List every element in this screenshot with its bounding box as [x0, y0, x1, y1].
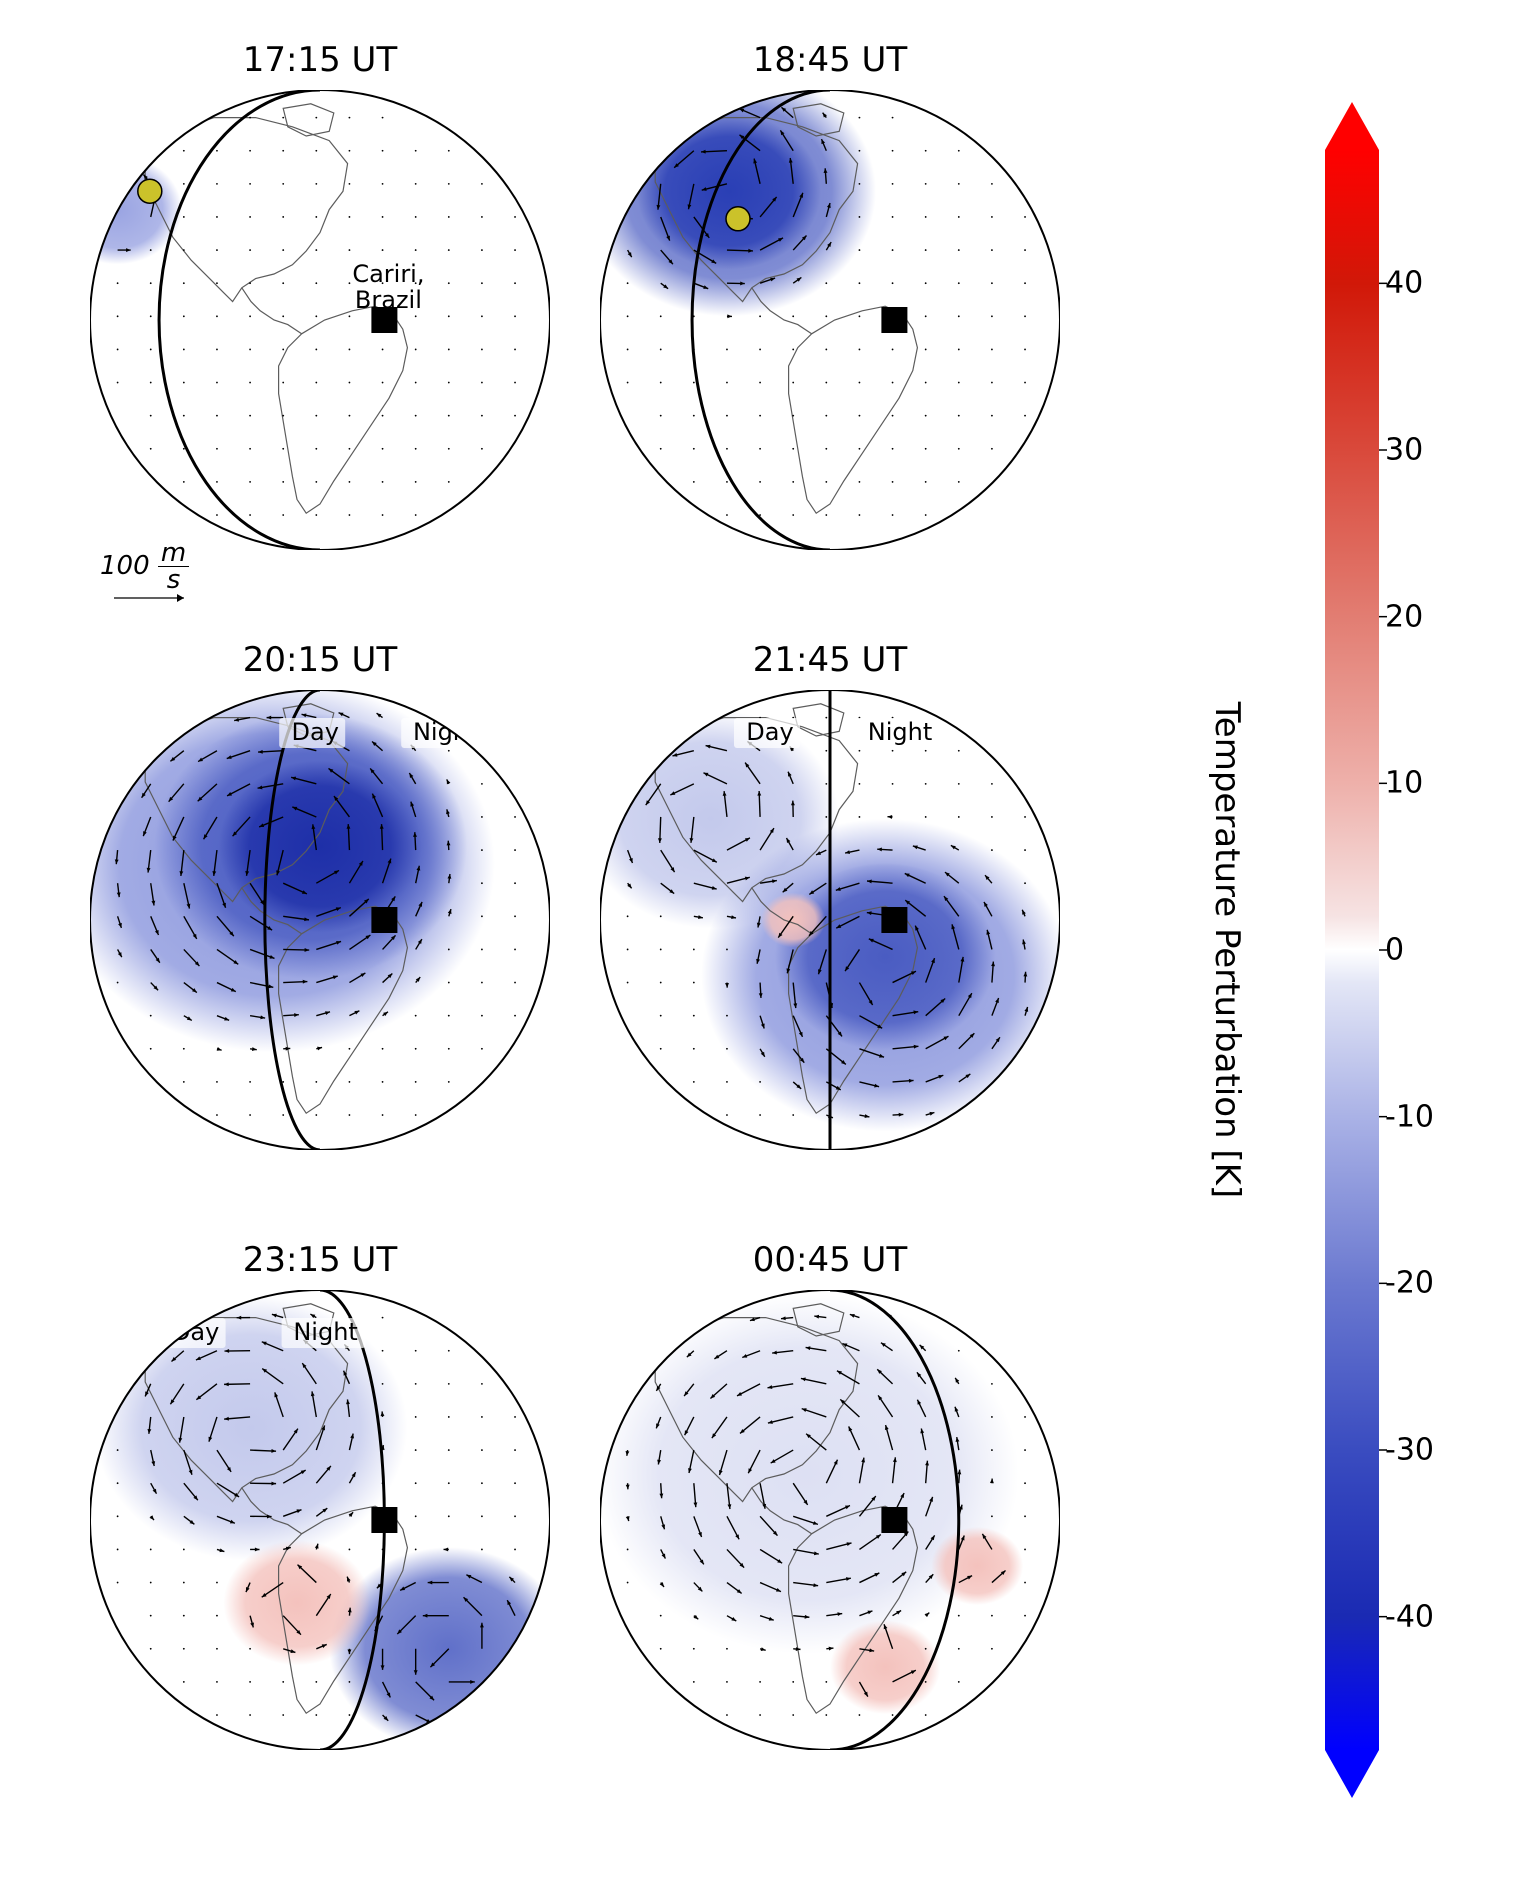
night-label: Night	[293, 1318, 357, 1346]
colorbar-tick: 0	[1385, 933, 1404, 968]
globe-svg: Day Night	[90, 690, 550, 1150]
colorbar: Temperature Perturbation [K] -40-30-20-1…	[1325, 100, 1435, 1800]
globe-svg: Day Night	[600, 690, 1060, 1150]
colorbar-title: Temperature Perturbation [K]	[1207, 702, 1247, 1198]
colorbar-tick: 30	[1385, 433, 1423, 468]
panel-title: 20:15 UT	[80, 640, 560, 680]
cariri-label: Cariri,	[352, 260, 424, 288]
scale-arrow	[110, 588, 230, 608]
colorbar-tick: -30	[1385, 1433, 1434, 1468]
event-dot	[726, 207, 750, 231]
globe-svg	[600, 90, 1060, 550]
night-label: Night	[868, 718, 932, 746]
cariri-label: Brazil	[355, 286, 422, 314]
colorbar-tick: -10	[1385, 1099, 1434, 1134]
scale-arrow-label: 100 ms	[100, 540, 189, 593]
cariri-marker	[881, 1507, 907, 1533]
colorbar-svg	[1325, 100, 1435, 1800]
colorbar-tick: -40	[1385, 1599, 1434, 1634]
colorbar-tick: 20	[1385, 599, 1423, 634]
colorbar-tip-bot	[1325, 1750, 1379, 1798]
day-label: Day	[172, 1318, 219, 1346]
cariri-marker	[881, 907, 907, 933]
colorbar-tick: 10	[1385, 766, 1423, 801]
panel-title: 00:45 UT	[590, 1240, 1070, 1280]
day-label: Day	[746, 718, 793, 746]
colorbar-rect	[1325, 150, 1379, 1750]
cariri-marker	[371, 1507, 397, 1533]
panel-title: 23:15 UT	[80, 1240, 560, 1280]
globe-panel-p5: 23:15 UT Day Night	[80, 1240, 560, 1800]
night-label: Night	[413, 718, 477, 746]
panel-title: 21:45 UT	[590, 640, 1070, 680]
globe-svg: Day Night	[90, 1290, 550, 1750]
globe-panel-p1: 17:15 UTCariri,Brazil100 ms	[80, 40, 560, 600]
cariri-marker	[371, 907, 397, 933]
globe-svg: Cariri,Brazil	[90, 90, 550, 550]
event-dot	[138, 179, 162, 203]
colorbar-tip-top	[1325, 102, 1379, 150]
figure-root: 17:15 UTCariri,Brazil100 ms18:45 UT20:15…	[20, 20, 1495, 1865]
globe-panel-p6: 00:45 UT	[590, 1240, 1070, 1800]
cariri-marker	[881, 307, 907, 333]
globe-panel-p2: 18:45 UT	[590, 40, 1070, 600]
panel-title: 17:15 UT	[80, 40, 560, 80]
panel-title: 18:45 UT	[590, 40, 1070, 80]
globe-panel-p4: 21:45 UT Day Night	[590, 640, 1070, 1200]
day-label: Day	[292, 718, 339, 746]
colorbar-tick: 40	[1385, 266, 1423, 301]
globe-panel-p3: 20:15 UT Day Night	[80, 640, 560, 1200]
globe-svg	[600, 1290, 1060, 1750]
colorbar-tick: -20	[1385, 1266, 1434, 1301]
